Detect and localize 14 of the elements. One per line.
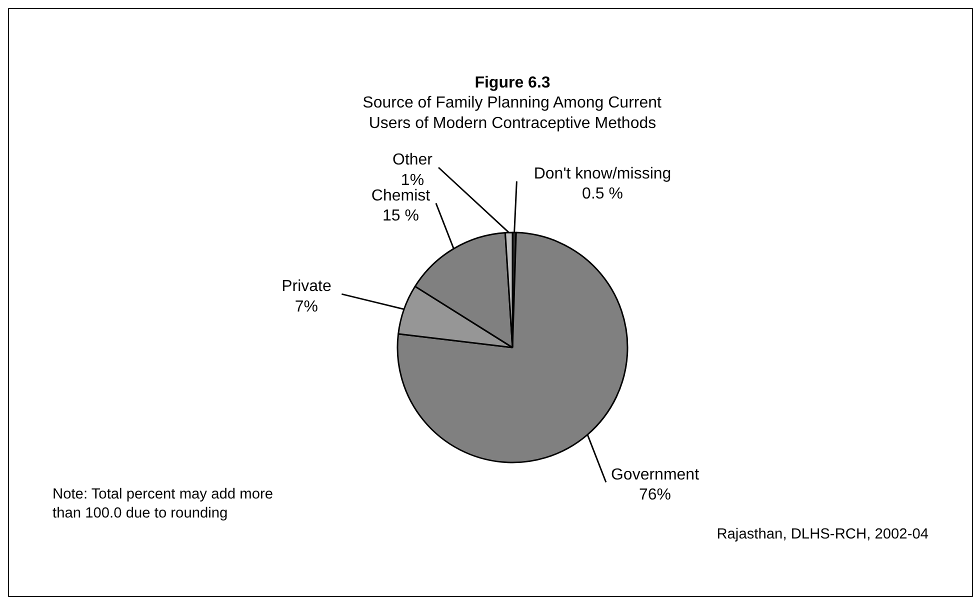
chart-subtitle: Source of Family Planning Among Current Users of Modern Contraceptive Methods — [362, 94, 662, 132]
data-label: 0.5 % — [582, 186, 623, 203]
slice-label: Don't know/missing — [534, 165, 672, 182]
data-label: 15 % — [382, 208, 420, 225]
slice-label: Government — [610, 466, 700, 484]
data-label: 76% — [638, 486, 672, 504]
data-label: 7% — [294, 298, 318, 316]
slice-label: Private — [282, 278, 332, 296]
text: Note: Total percent may add more than 100.0 due to rounding — [52, 486, 274, 522]
slice-label: Chemist — [371, 187, 431, 204]
data-label: 1% — [400, 172, 424, 189]
chart-title: Figure 6.3 — [474, 74, 550, 92]
slice-label: Other — [392, 152, 434, 168]
text: Rajasthan, DLHS-RCH, 2002-04 — [716, 526, 929, 542]
